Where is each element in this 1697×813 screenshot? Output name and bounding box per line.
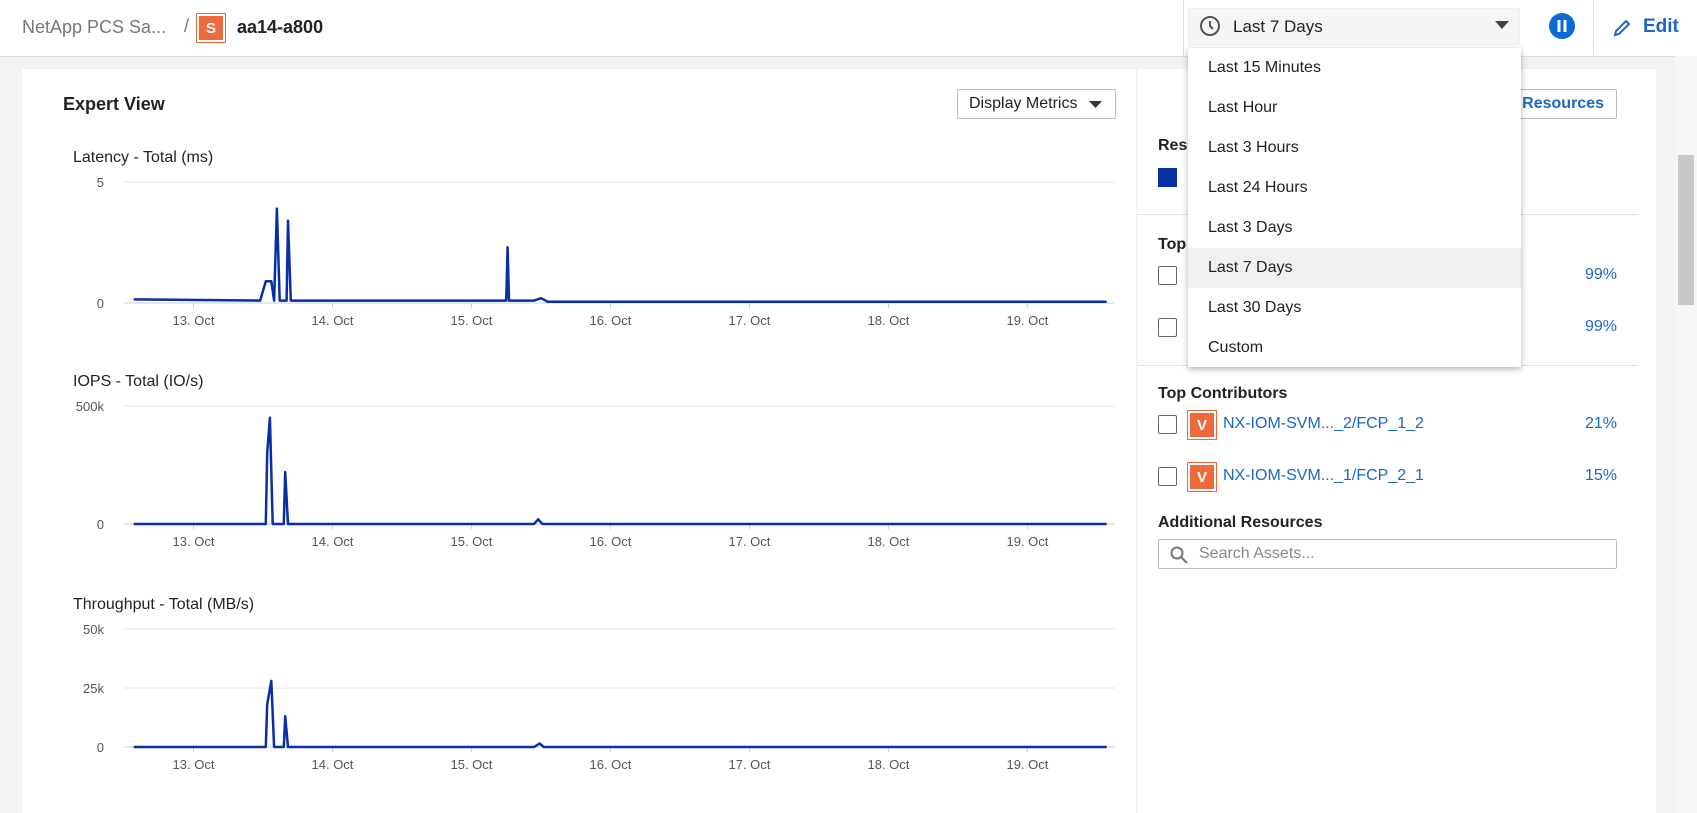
y-tick-label: 50k: [83, 622, 104, 637]
contributor-link[interactable]: NX-IOM-SVM..._2/FCP_1_2: [1223, 415, 1424, 432]
time-range-label: Last 7 Days: [1233, 17, 1323, 36]
x-tick-label: 17. Oct: [728, 534, 770, 549]
time-range-select[interactable]: [1188, 8, 1520, 45]
expert-view-card: [22, 69, 1136, 813]
edit-icon: [1613, 19, 1631, 37]
x-tick-label: 13. Oct: [173, 313, 215, 328]
menu-option[interactable]: Last 24 Hours: [1208, 179, 1308, 196]
percent: 15%: [1584, 467, 1617, 484]
breadcrumb[interactable]: NetApp PCS Sa...: [22, 17, 167, 37]
menu-option[interactable]: Last 7 Days: [1188, 248, 1521, 288]
y-tick-label: 5: [97, 175, 104, 190]
checkbox[interactable]: [1158, 318, 1177, 337]
x-tick-label: 19. Oct: [1006, 757, 1048, 772]
button-label: Display Metrics: [969, 95, 1078, 112]
menu-option[interactable]: Last 3 Hours: [1208, 139, 1299, 156]
percent: 99%: [1584, 318, 1617, 335]
x-tick-label: 13. Oct: [173, 757, 215, 772]
checkbox[interactable]: [1158, 467, 1177, 486]
charts: Latency - Total (ms) 0 5 13. Oct 14. Oct 15. …: [73, 149, 1115, 772]
x-tick-label: 14. Oct: [312, 534, 354, 549]
x-tick-label: 19. Oct: [1006, 534, 1048, 549]
data-line: [133, 207, 1107, 304]
contributors-title: Top Contributors: [1158, 385, 1288, 402]
x-tick-label: 16. Oct: [590, 757, 632, 772]
menu-option[interactable]: Last 30 Days: [1208, 299, 1302, 316]
menu-option[interactable]: Last 3 Days: [1208, 219, 1293, 236]
percent: 99%: [1584, 266, 1617, 283]
x-tick-label: 18. Oct: [867, 534, 909, 549]
display-metrics-button[interactable]: Display Metrics: [957, 89, 1116, 119]
x-tick-label: 15. Oct: [451, 313, 493, 328]
percent: 21%: [1584, 415, 1617, 432]
search-icon: [1170, 546, 1188, 564]
checkbox[interactable]: [1158, 266, 1177, 285]
edit-button[interactable]: Edit: [1643, 16, 1679, 37]
x-tick-label: 14. Oct: [312, 313, 354, 328]
x-tick-label: 15. Oct: [451, 534, 493, 549]
chart-title: Throughput - Total (MB/s): [73, 596, 254, 613]
pause-button[interactable]: [1548, 12, 1576, 40]
asset-icon: S: [197, 14, 225, 42]
x-tick-label: 19. Oct: [1006, 313, 1048, 328]
y-tick-label: 25k: [83, 681, 104, 696]
top-heading: Top: [1158, 236, 1187, 253]
asset-icon: V: [1188, 411, 1216, 439]
x-tick-label: 17. Oct: [728, 313, 770, 328]
clock-icon: [1200, 16, 1220, 36]
menu-option[interactable]: Last 15 Minutes: [1208, 59, 1321, 76]
expert-view-title: Expert View: [63, 94, 165, 114]
data-line: [133, 416, 1107, 526]
x-tick-label: 18. Oct: [867, 757, 909, 772]
x-tick-label: 14. Oct: [312, 757, 354, 772]
chart-title: Latency - Total (ms): [73, 149, 213, 166]
x-tick-label: 18. Oct: [867, 313, 909, 328]
scroll-thumb[interactable]: [1678, 155, 1694, 305]
divider: [1183, 0, 1184, 56]
asset-icon: V: [1188, 463, 1216, 491]
y-tick-label: 500k: [76, 399, 105, 414]
placeholder: Search Assets...: [1199, 545, 1315, 562]
data-line: [133, 679, 1107, 749]
resource-swatch: [1158, 168, 1177, 187]
menu-option[interactable]: Custom: [1208, 339, 1264, 356]
caret: [1495, 21, 1509, 29]
additional-title: Additional Resources: [1158, 514, 1323, 531]
menu-option[interactable]: Last Hour: [1208, 99, 1278, 116]
search-input[interactable]: Search Assets...: [1158, 539, 1617, 569]
separator: /: [184, 16, 190, 36]
x-tick-label: 17. Oct: [728, 757, 770, 772]
resources-heading: Reso: [1158, 137, 1198, 154]
x-tick-label: 16. Oct: [590, 534, 632, 549]
y-tick-label: 0: [97, 517, 104, 532]
time-range-menu: Last 15 Minutes Last Hour Last 3 Hours Last…: [1188, 48, 1521, 367]
contributor-link[interactable]: NX-IOM-SVM..._1/FCP_2_1: [1223, 467, 1424, 484]
caret: [1089, 100, 1103, 108]
x-tick-label: 16. Oct: [590, 313, 632, 328]
y-tick-label: 0: [97, 296, 104, 311]
chart-title: IOPS - Total (IO/s): [73, 373, 203, 390]
checkbox[interactable]: [1158, 415, 1177, 434]
x-tick-label: 15. Oct: [451, 757, 493, 772]
y-tick-label: 0: [97, 740, 104, 755]
page-title: aa14-a800: [237, 17, 324, 37]
divider: [1593, 0, 1594, 56]
x-tick-label: 13. Oct: [173, 534, 215, 549]
